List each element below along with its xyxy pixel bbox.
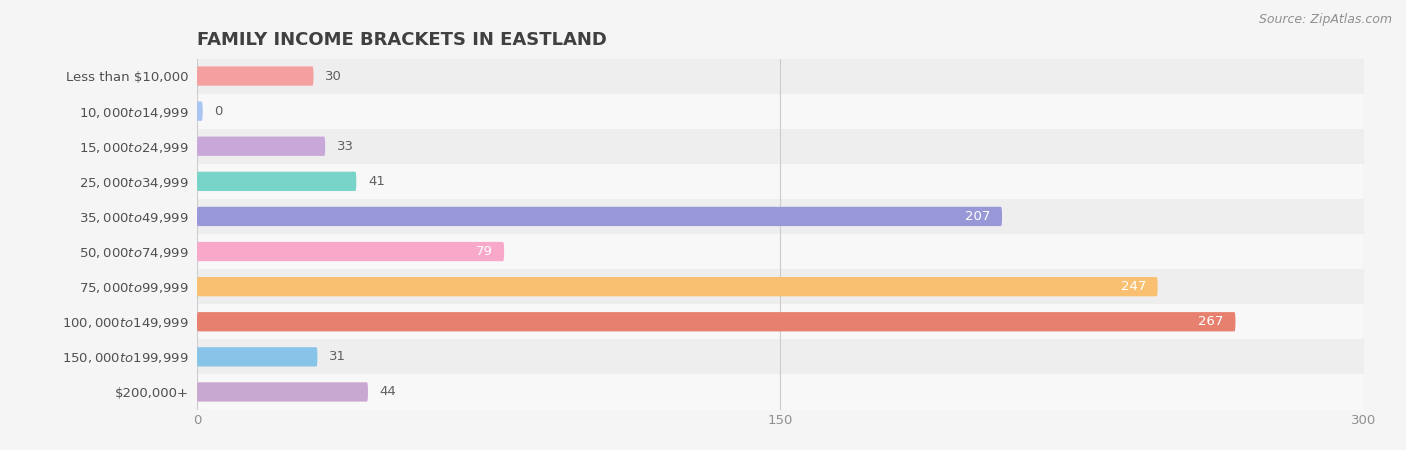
Text: FAMILY INCOME BRACKETS IN EASTLAND: FAMILY INCOME BRACKETS IN EASTLAND [197, 31, 607, 49]
FancyBboxPatch shape [197, 347, 318, 366]
Text: 207: 207 [965, 210, 990, 223]
FancyBboxPatch shape [197, 207, 1002, 226]
FancyBboxPatch shape [197, 312, 1236, 331]
FancyBboxPatch shape [197, 102, 202, 121]
Text: 79: 79 [475, 245, 492, 258]
FancyBboxPatch shape [197, 382, 368, 401]
Bar [197, 164, 1364, 199]
FancyBboxPatch shape [197, 137, 325, 156]
Bar [197, 94, 1364, 129]
Bar [197, 374, 1364, 410]
Bar [197, 234, 1364, 269]
Bar [197, 339, 1364, 374]
Text: 267: 267 [1198, 315, 1223, 328]
Text: 33: 33 [337, 140, 354, 153]
Bar [197, 269, 1364, 304]
Bar [197, 58, 1364, 94]
Text: 30: 30 [325, 70, 342, 82]
Text: 31: 31 [329, 351, 346, 363]
Bar [197, 199, 1364, 234]
FancyBboxPatch shape [197, 242, 505, 261]
FancyBboxPatch shape [197, 277, 1157, 296]
Text: 41: 41 [368, 175, 385, 188]
Text: Source: ZipAtlas.com: Source: ZipAtlas.com [1258, 14, 1392, 27]
Bar [197, 129, 1364, 164]
Bar [197, 304, 1364, 339]
Text: 247: 247 [1121, 280, 1146, 293]
Text: 0: 0 [214, 105, 222, 117]
FancyBboxPatch shape [197, 172, 356, 191]
FancyBboxPatch shape [197, 67, 314, 86]
Text: 44: 44 [380, 386, 396, 398]
